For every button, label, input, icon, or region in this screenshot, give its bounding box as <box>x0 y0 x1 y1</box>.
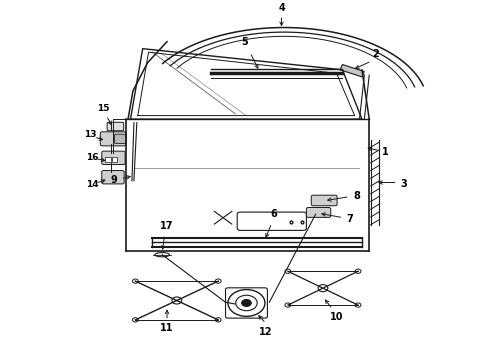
Text: 3: 3 <box>400 179 407 189</box>
Text: 13: 13 <box>84 130 97 139</box>
Text: 14: 14 <box>86 180 99 189</box>
FancyBboxPatch shape <box>102 171 124 184</box>
FancyBboxPatch shape <box>102 151 125 165</box>
Text: 15: 15 <box>98 104 110 113</box>
Text: 16: 16 <box>86 153 99 162</box>
Circle shape <box>242 300 251 306</box>
Polygon shape <box>340 64 365 77</box>
Text: 4: 4 <box>278 3 285 13</box>
Text: 7: 7 <box>346 215 353 225</box>
FancyBboxPatch shape <box>100 132 126 146</box>
FancyBboxPatch shape <box>306 207 331 217</box>
Text: 10: 10 <box>330 312 343 322</box>
Text: 5: 5 <box>242 37 248 47</box>
Text: 17: 17 <box>160 221 174 231</box>
Text: 11: 11 <box>160 323 174 333</box>
FancyBboxPatch shape <box>112 157 117 162</box>
FancyBboxPatch shape <box>311 195 337 206</box>
Text: 12: 12 <box>259 327 273 337</box>
Text: 8: 8 <box>353 190 360 201</box>
Text: 2: 2 <box>372 49 379 59</box>
Text: 1: 1 <box>382 147 389 157</box>
Text: 6: 6 <box>271 210 278 220</box>
FancyBboxPatch shape <box>115 134 126 143</box>
Text: 9: 9 <box>111 175 117 185</box>
FancyBboxPatch shape <box>107 122 123 131</box>
FancyBboxPatch shape <box>105 157 111 162</box>
